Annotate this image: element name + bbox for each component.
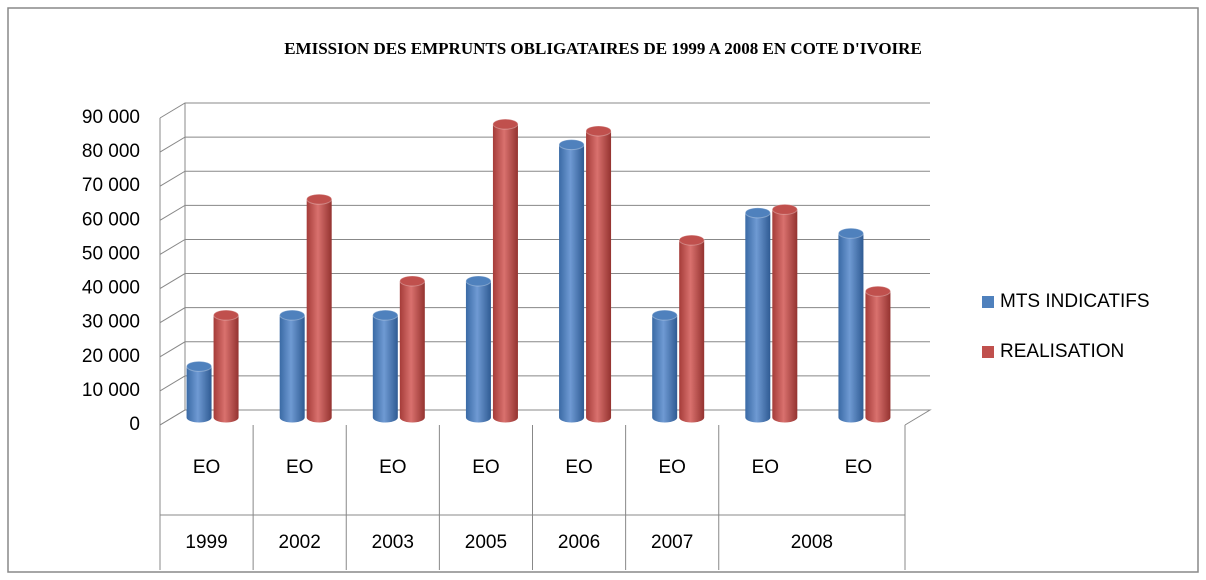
bar-part bbox=[399, 275, 426, 287]
x-tick-label: EO bbox=[193, 457, 220, 478]
bar bbox=[465, 275, 492, 423]
y-tick-label: 30 000 bbox=[82, 312, 140, 333]
bar-part bbox=[864, 285, 891, 297]
bar-part bbox=[492, 118, 519, 130]
bar-part bbox=[399, 281, 425, 423]
x-tick-label: EO bbox=[286, 457, 313, 478]
y-tick-label: 90 000 bbox=[82, 107, 140, 128]
grid-line bbox=[159, 170, 930, 187]
bar-part bbox=[772, 209, 798, 423]
grid-line bbox=[159, 136, 930, 153]
y-tick-label: 80 000 bbox=[82, 141, 140, 162]
bar-part bbox=[186, 360, 213, 372]
y-tick-label: 20 000 bbox=[82, 346, 140, 367]
bar bbox=[186, 360, 213, 423]
legend-label: REALISATION bbox=[1000, 341, 1124, 362]
x-tick-label: EO bbox=[752, 457, 779, 478]
bar bbox=[213, 309, 240, 423]
legend-label: MTS INDICATIFS bbox=[1000, 291, 1150, 312]
bar bbox=[558, 139, 585, 423]
group-label: 2003 bbox=[372, 532, 414, 553]
bar-part bbox=[186, 366, 212, 423]
y-tick-label: 0 bbox=[129, 414, 140, 435]
legend-swatch bbox=[982, 346, 994, 358]
bar-part bbox=[837, 227, 864, 239]
group-label: 1999 bbox=[185, 532, 227, 553]
y-tick-label: 50 000 bbox=[82, 243, 140, 264]
bar bbox=[399, 275, 426, 423]
bar-part bbox=[372, 309, 399, 321]
group-label: 2002 bbox=[279, 532, 321, 553]
bar-part bbox=[213, 315, 239, 423]
bar-part bbox=[492, 124, 518, 423]
bar-part bbox=[679, 240, 705, 423]
x-tick-label: EO bbox=[472, 457, 499, 478]
bar-part bbox=[279, 315, 305, 423]
bar bbox=[372, 309, 399, 423]
grid-line bbox=[159, 102, 930, 119]
chart-title: EMISSION DES EMPRUNTS OBLIGATAIRES DE 19… bbox=[284, 39, 922, 58]
bar-part bbox=[558, 139, 585, 151]
bar-part bbox=[586, 130, 612, 423]
x-tick-label: EO bbox=[845, 457, 872, 478]
bar-part bbox=[744, 207, 771, 219]
bar-part bbox=[465, 275, 492, 287]
bar-part bbox=[213, 309, 240, 321]
bar-part bbox=[678, 234, 705, 246]
bar-part bbox=[372, 315, 398, 423]
bar bbox=[837, 227, 864, 423]
bar-part bbox=[306, 199, 332, 423]
bar bbox=[306, 193, 333, 423]
group-label: 2008 bbox=[791, 532, 833, 553]
bar-part bbox=[465, 281, 491, 423]
bar bbox=[744, 207, 771, 423]
group-label: 2006 bbox=[558, 532, 600, 553]
bar-part bbox=[651, 309, 678, 321]
bar-part bbox=[306, 193, 333, 205]
grid-line bbox=[159, 204, 930, 221]
bar-part bbox=[838, 233, 864, 423]
bar-part bbox=[865, 291, 891, 423]
bar-part bbox=[745, 212, 771, 423]
x-tick-label: EO bbox=[379, 457, 406, 478]
group-label: 2005 bbox=[465, 532, 507, 553]
x-tick-label: EO bbox=[658, 457, 685, 478]
y-tick-label: 40 000 bbox=[82, 278, 140, 299]
bar-part bbox=[652, 315, 678, 423]
bar bbox=[651, 309, 678, 423]
bar bbox=[771, 203, 798, 423]
legend-swatch bbox=[982, 296, 994, 308]
y-tick-label: 60 000 bbox=[82, 209, 140, 230]
y-tick-label: 10 000 bbox=[82, 380, 140, 401]
bar-part bbox=[559, 144, 585, 423]
bar-part bbox=[279, 309, 306, 321]
bar bbox=[279, 309, 306, 423]
x-tick-label: EO bbox=[565, 457, 592, 478]
bar bbox=[492, 118, 519, 423]
bar bbox=[585, 125, 612, 423]
bar-part bbox=[771, 203, 798, 215]
bar bbox=[864, 285, 891, 423]
y-tick-label: 70 000 bbox=[82, 175, 140, 196]
group-label: 2007 bbox=[651, 532, 693, 553]
bar-part bbox=[585, 125, 612, 137]
bar bbox=[678, 234, 705, 423]
